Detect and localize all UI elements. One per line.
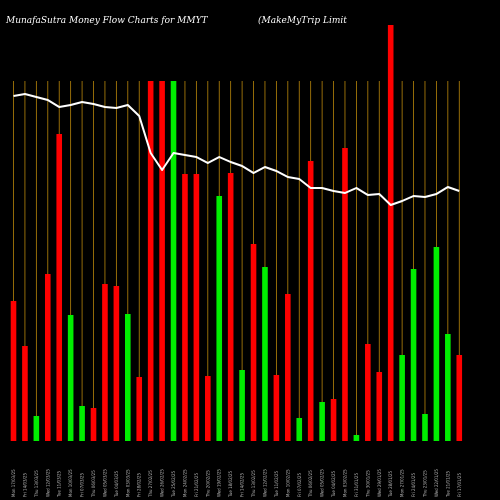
x-tick-label: Tue 04/03/25 — [114, 470, 119, 498]
x-tick-label: Thu 27/02/25 — [148, 470, 153, 498]
x-tick-label: Wed 26/02/25 — [160, 469, 165, 497]
bar — [10, 301, 17, 441]
bar — [353, 435, 360, 441]
bar — [22, 346, 28, 441]
x-tick-label: Thu 06/03/25 — [91, 470, 96, 498]
bar — [159, 81, 165, 441]
x-tick-label: Tue 11/02/25 — [274, 470, 279, 498]
bar — [136, 377, 143, 441]
bar — [125, 314, 131, 441]
x-tick-label: Wed 12/02/25 — [262, 469, 267, 497]
bar — [79, 406, 85, 441]
bar — [170, 81, 177, 441]
x-tick-label: Mon 27/01/25 — [400, 469, 405, 497]
bar — [410, 269, 417, 441]
bar — [113, 286, 120, 441]
bar — [147, 81, 154, 441]
x-tick-label: Fri 14/02/25 — [240, 473, 245, 497]
x-tick-label: Thu 13/03/25 — [34, 470, 39, 498]
x-tick-label: Fri 07/02/25 — [297, 473, 302, 497]
bar — [445, 334, 451, 441]
x-tick-label: Fri 28/02/25 — [137, 473, 142, 497]
x-tick-label: Mon 03/02/25 — [342, 469, 347, 497]
bar — [227, 173, 234, 441]
x-tick-label: Tue 11/03/25 — [57, 470, 62, 498]
x-tick-label: Wed 29/01/25 — [377, 469, 382, 497]
bar — [239, 370, 245, 441]
bar — [90, 408, 97, 441]
bar — [250, 244, 257, 441]
x-tick-label: Thu 13/02/25 — [251, 470, 256, 498]
bar — [433, 247, 440, 441]
bar — [33, 416, 40, 441]
x-tick-label: Tue 28/01/25 — [388, 470, 393, 498]
x-tick-label: Tue 25/02/25 — [171, 470, 176, 498]
bar — [205, 376, 211, 441]
bar — [330, 399, 337, 441]
x-tick-label: Tue 21/01/25 — [445, 470, 450, 498]
x-tick-label: Thu 30/01/25 — [365, 470, 370, 498]
bar — [296, 418, 303, 441]
bar — [44, 274, 51, 441]
bar — [262, 267, 268, 441]
x-tick-label: Tue 18/02/25 — [228, 470, 233, 498]
bar — [456, 355, 463, 441]
bar — [182, 174, 188, 441]
x-tick-label: Fri 17/01/25 — [457, 473, 462, 497]
x-tick-label: Thu 23/01/25 — [422, 470, 427, 498]
bar — [216, 196, 223, 441]
x-tick-label: Thu 06/02/25 — [308, 470, 313, 498]
bar — [56, 134, 63, 441]
bar — [342, 148, 348, 441]
x-tick-label: Mon 10/02/25 — [285, 469, 290, 497]
x-tick-label: Fri 31/01/25 — [354, 473, 359, 497]
x-tick-label: Fri 21/02/25 — [194, 473, 199, 497]
bar — [422, 414, 428, 441]
x-tick-label: Tue 04/02/25 — [331, 470, 336, 498]
x-tick-label: Wed 19/02/25 — [217, 469, 222, 497]
bar — [102, 284, 108, 441]
x-tick-label: Fri 07/03/25 — [80, 473, 85, 497]
bar — [387, 25, 394, 441]
bar — [319, 402, 325, 441]
x-tick-label: Wed 05/02/25 — [320, 469, 325, 497]
price-line-series — [13, 93, 460, 206]
bar — [399, 355, 405, 441]
x-tick-label: Fri 24/01/25 — [411, 473, 416, 497]
bar-series — [10, 25, 463, 441]
x-tick-labels: Mon 17/03/25 Fri 14/03/25 Thu 13/03/25 Wed … — [11, 469, 462, 498]
chart-header-left: MunafaSutra Money Flow Charts for MMYT — [5, 16, 209, 26]
x-tick-label: Wed 05/03/25 — [102, 469, 107, 497]
x-tick-label: Thu 20/02/25 — [205, 470, 210, 498]
bar — [376, 372, 383, 441]
bar — [67, 315, 74, 441]
x-tick-label: Mon 10/03/25 — [68, 469, 73, 497]
x-tick-label: Mon 03/03/25 — [125, 469, 130, 497]
bar — [285, 294, 291, 441]
x-tick-label: Wed 12/03/25 — [45, 469, 50, 497]
x-tick-label: Mon 24/02/25 — [182, 469, 187, 497]
bar — [307, 161, 314, 441]
bar — [365, 344, 371, 441]
x-tick-label: Wed 22/01/25 — [434, 469, 439, 497]
price-line — [13, 93, 460, 206]
x-tick-label: Fri 14/03/25 — [22, 473, 27, 497]
chart-header-right: (MakeMyTrip Limit — [258, 15, 347, 26]
x-tick-label: Mon 17/03/25 — [11, 469, 16, 497]
bar — [273, 375, 280, 441]
bar — [193, 174, 200, 441]
